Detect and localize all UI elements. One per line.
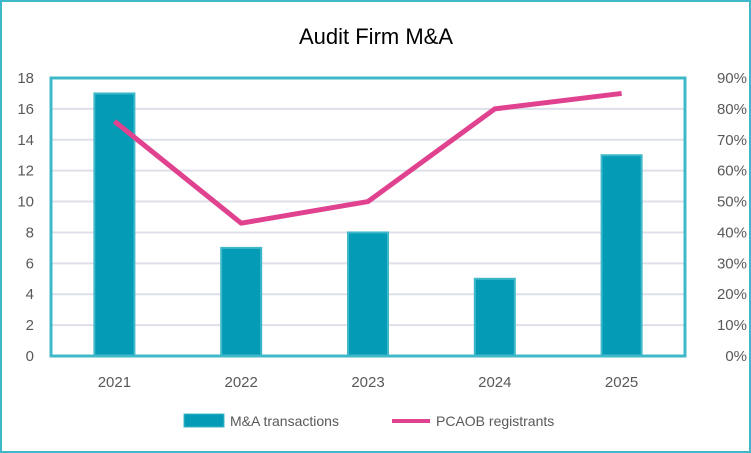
y-left-tick-label: 14 [17,132,34,149]
bar [347,231,389,357]
legend-label-line: PCAOB registrants [436,413,554,429]
y-right-tick-label: 10% [717,317,747,334]
y-right-tick-label: 90% [717,70,747,87]
x-tick-label: 2025 [605,374,638,391]
y-right-tick-label: 80% [717,101,747,118]
bar [600,154,643,357]
y-right-tick-label: 0% [725,348,747,365]
y-right-tick-label: 30% [717,255,747,272]
chart-title: Audit Firm M&A [299,24,453,49]
y-left-tick-label: 4 [26,286,34,303]
y-left-tick-label: 6 [26,255,34,272]
y-right-tick-label: 20% [717,286,747,303]
y-right-tick-label: 40% [717,224,747,241]
y-left-tick-label: 8 [26,224,34,241]
legend: M&A transactions PCAOB registrants [183,413,554,429]
bar [473,277,516,357]
plot-area-border [49,76,687,358]
y-left-tick-label: 0 [26,348,34,365]
y-left-tick-label: 18 [17,70,34,87]
x-tick-label: 2022 [225,374,258,391]
y-left-tick-label: 10 [17,194,34,211]
bar [220,246,263,357]
y-right-tick-label: 70% [717,132,747,149]
x-tick-label: 2021 [98,374,131,391]
legend-label-bar: M&A transactions [230,413,339,429]
y-right-tick-label: 50% [717,194,747,211]
y-left-tick-label: 2 [26,317,34,334]
x-tick-label: 2023 [351,374,384,391]
legend-swatch-bar [183,413,225,428]
series-line [112,90,622,226]
y-right-tick-label: 60% [717,163,747,180]
y-left-tick-label: 16 [17,101,34,118]
y-left-tick-label: 12 [17,163,34,180]
x-tick-label: 2024 [478,374,511,391]
